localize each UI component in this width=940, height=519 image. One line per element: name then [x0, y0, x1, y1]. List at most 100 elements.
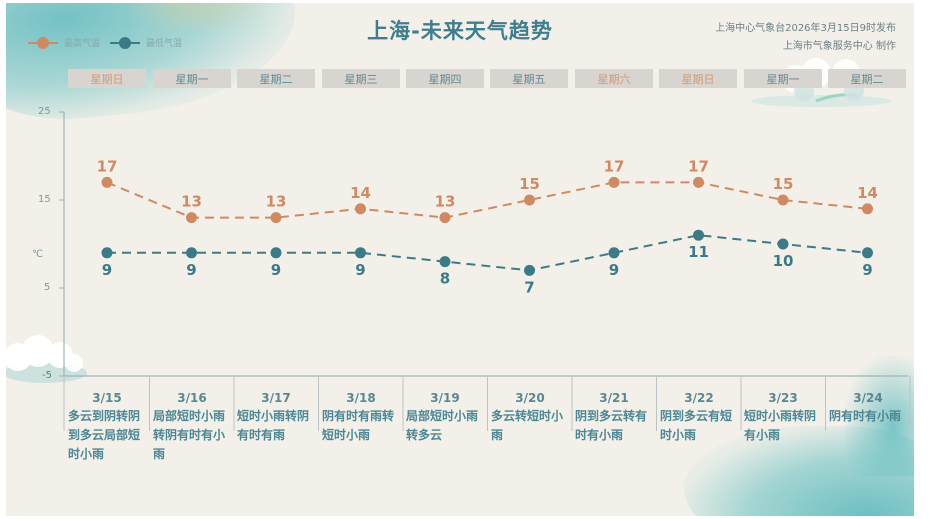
data-label: 15: [519, 175, 540, 193]
data-point: [777, 238, 789, 250]
data-point: [608, 247, 620, 259]
data-label: 9: [186, 261, 196, 279]
forecast-panel: 上海-未来天气趋势 上海中心气象台2026年3月15日9时发布 上海市气象服务中…: [6, 3, 914, 516]
day-cell: 3/16 局部短时小雨转阴有时有小雨: [150, 377, 234, 464]
data-label: 9: [609, 261, 619, 279]
weekday-pill: 星期一: [153, 69, 231, 88]
weekday-pill: 星期二: [828, 69, 906, 88]
data-label: 17: [97, 157, 118, 175]
weather-table-grid: [63, 376, 911, 431]
data-point: [693, 229, 704, 241]
weekday-pill: 星期一: [744, 69, 822, 88]
data-label: 9: [862, 261, 872, 279]
high-temp-series: 17 13 13 14 13 15 17 17 15 14: [97, 157, 878, 224]
day-weather: 阴有时有雨转短时小雨: [322, 409, 395, 442]
day-weather: 多云转短时小雨: [491, 409, 564, 442]
day-cell: 3/20 多云转短时小雨: [488, 377, 572, 445]
day-date: 3/22: [684, 391, 714, 405]
y-tick-label: -5: [42, 370, 52, 381]
data-point: [524, 264, 535, 276]
day-cell: 3/21 阴到多云转有时有小雨: [572, 377, 656, 445]
day-cell: 3/23 短时小雨转阴有小雨: [741, 377, 825, 445]
day-date: 3/18: [346, 391, 376, 405]
chart-legend: 最高气温 最低气温: [28, 36, 182, 49]
data-label: 13: [435, 193, 456, 211]
day-weather: 局部短时小雨转多云: [406, 409, 479, 442]
data-label: 14: [350, 184, 371, 202]
cloud-decoration-icon: [6, 335, 87, 383]
data-label: 10: [773, 252, 794, 270]
day-weather: 短时小雨转阴有时有雨: [237, 409, 310, 442]
day-weather: 阴到多云有短时小雨: [660, 409, 733, 442]
y-tick-label: 15: [38, 194, 51, 205]
y-tick-label: 5: [44, 282, 51, 293]
legend-item-low: 最低气温: [110, 36, 182, 49]
day-date: 3/23: [768, 391, 798, 405]
day-cell: 3/22 阴到多云有短时小雨: [657, 377, 741, 445]
weekday-pill: 星期三: [322, 69, 400, 88]
day-cell: 3/17 短时小雨转阴有时有雨: [234, 377, 318, 445]
day-date: 3/20: [515, 391, 545, 405]
source-info: 上海中心气象台2026年3月15日9时发布 上海市气象服务中心 制作: [715, 20, 896, 56]
day-date: 3/15: [92, 391, 122, 405]
weekday-pill: 星期日: [68, 69, 146, 88]
data-label: 17: [688, 157, 709, 175]
day-cell: 3/18 阴有时有雨转短时小雨: [319, 377, 403, 445]
data-label: 9: [271, 261, 281, 279]
data-point: [186, 212, 197, 224]
data-label: 9: [355, 261, 365, 279]
data-point: [439, 256, 451, 268]
y-tick-label: 25: [38, 106, 51, 117]
weekday-pill: 星期五: [490, 69, 568, 88]
y-axis: [59, 111, 65, 377]
temperature-line-chart: 17 13 13 14 13 15 17 17 15 14 9 9 9 9 8 7 9 11 10 9: [59, 111, 911, 431]
weekday-pill: 星期日: [659, 69, 737, 88]
day-date: 3/21: [599, 391, 629, 405]
y-axis-unit: ℃: [32, 249, 44, 260]
data-label: 8: [440, 270, 450, 288]
data-label: 9: [102, 261, 112, 279]
day-cell: 3/15 多云到阴转阴到多云局部短时小雨: [65, 377, 149, 464]
data-label: 13: [266, 193, 287, 211]
data-label: 15: [773, 175, 794, 193]
day-date: 3/17: [261, 391, 291, 405]
weekday-pill: 星期四: [406, 69, 484, 88]
day-weather: 多云到阴转阴到多云局部短时小雨: [68, 409, 141, 461]
data-point: [355, 247, 366, 259]
data-point: [524, 194, 535, 206]
issue-info: 上海中心气象台2026年3月15日9时发布: [715, 23, 896, 34]
data-point: [186, 247, 197, 259]
day-weather: 阴到多云转有时有小雨: [575, 409, 648, 442]
data-label: 11: [688, 243, 709, 261]
day-weather: 阴有时有小雨: [829, 409, 902, 423]
day-date: 3/16: [177, 391, 207, 405]
weekday-pill: 星期二: [237, 69, 315, 88]
day-cell: 3/24 阴有时有小雨: [826, 377, 910, 426]
producer-info: 上海市气象服务中心 制作: [782, 41, 896, 52]
data-point: [270, 212, 282, 224]
chart-series: 17 13 13 14 13 15 17 17 15 14 9 9 9 9 8 7 9 11 10 9: [97, 157, 878, 296]
data-point: [101, 176, 113, 188]
high-temp-marker-icon: [28, 36, 58, 49]
day-date: 3/19: [430, 391, 460, 405]
data-label: 17: [604, 157, 625, 175]
data-point: [355, 203, 366, 215]
watercolor-decoration: [126, 3, 266, 33]
data-label: 7: [524, 278, 534, 296]
legend-item-high: 最高气温: [28, 36, 100, 49]
data-label: 13: [181, 193, 202, 211]
page-title: 上海-未来天气趋势: [367, 19, 553, 43]
data-point: [693, 176, 704, 188]
data-point: [101, 247, 113, 259]
low-temp-marker-icon: [110, 36, 141, 49]
data-point: [270, 247, 282, 259]
data-point: [862, 247, 873, 259]
data-point: [439, 212, 451, 224]
legend-label-high: 最高气温: [64, 39, 101, 49]
data-point: [608, 176, 620, 188]
data-point: [777, 194, 789, 206]
low-temp-series: 9 9 9 9 8 7 9 11 10 9: [101, 229, 873, 296]
data-label: 14: [857, 184, 878, 202]
legend-label-low: 最低气温: [146, 39, 183, 49]
day-cell: 3/19 局部短时小雨转多云: [403, 377, 487, 445]
